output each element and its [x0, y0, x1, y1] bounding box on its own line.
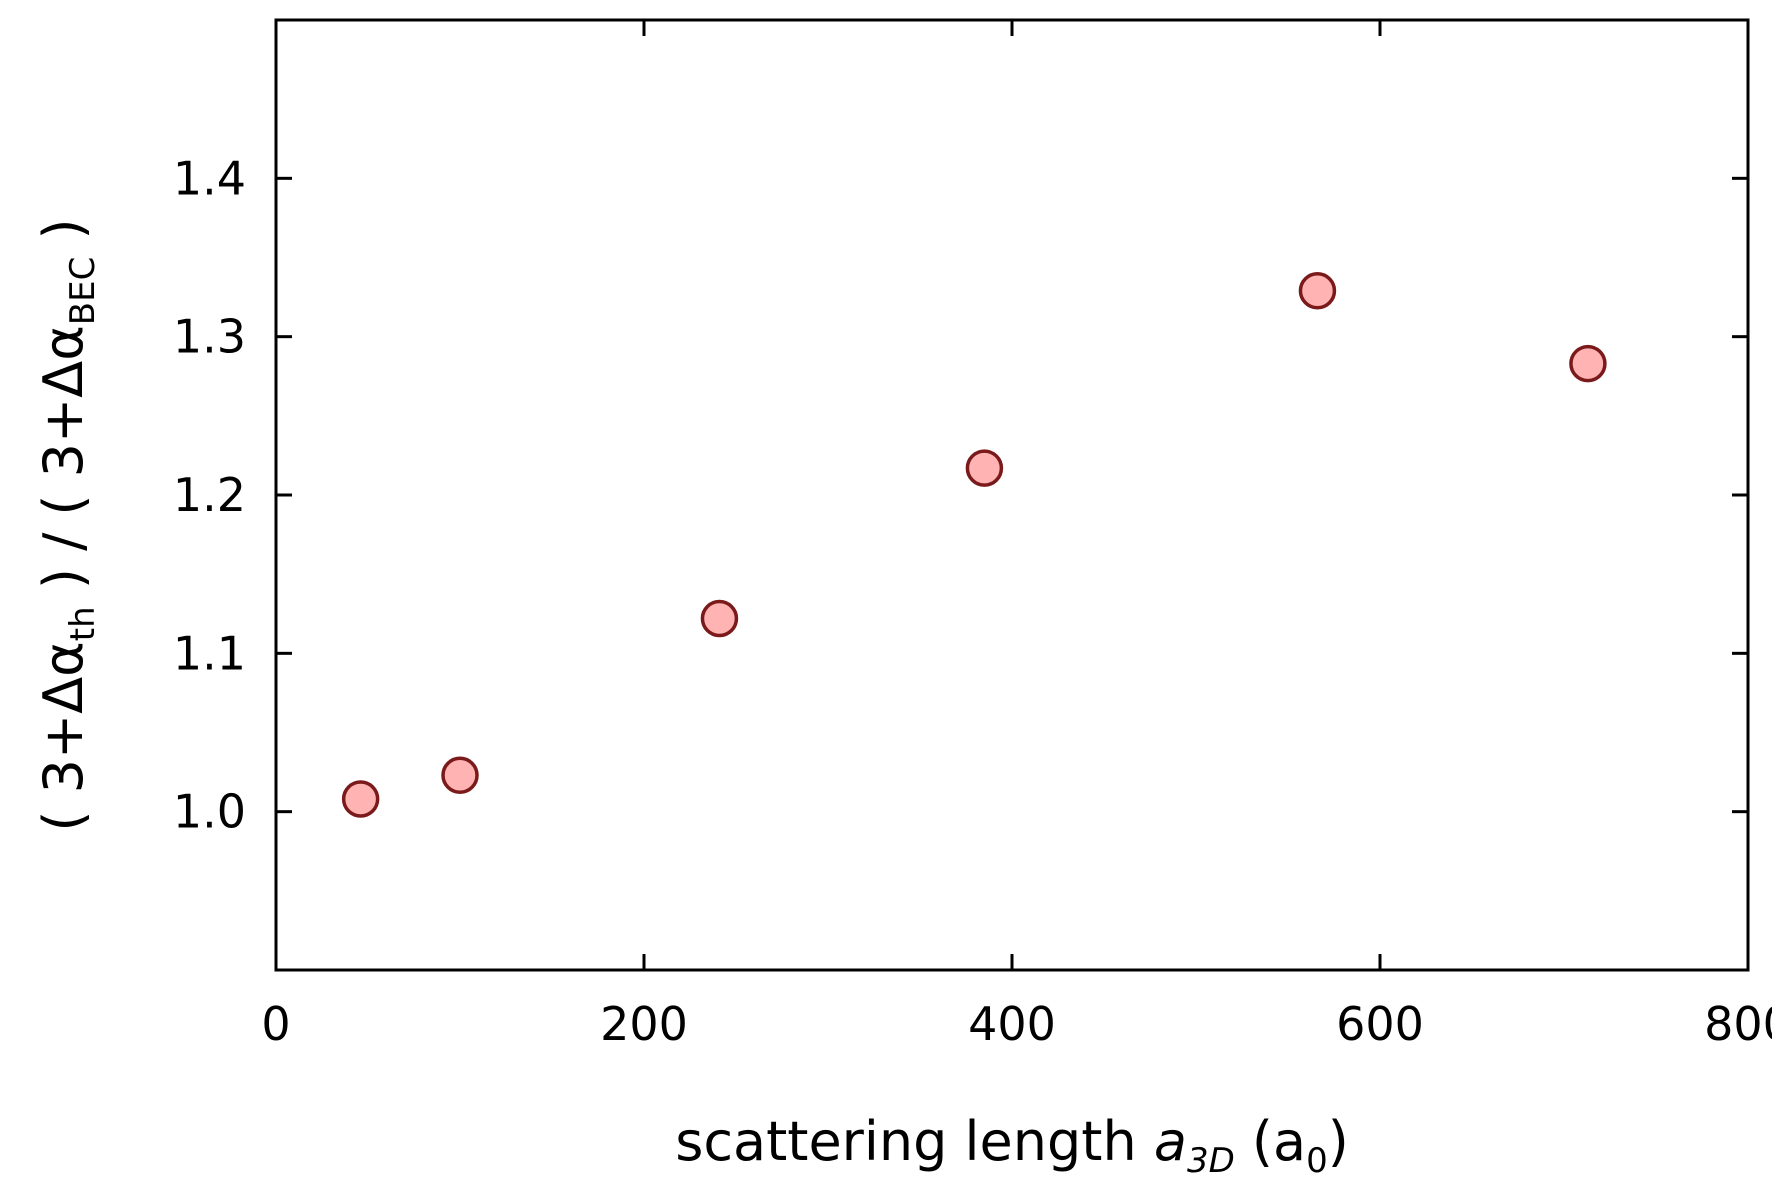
- x-tick-label: 600: [1336, 997, 1424, 1051]
- x-tick-label: 400: [968, 997, 1056, 1051]
- y-axis-label: ( 3+Δαth ) / ( 3+ΔαBEC ): [32, 218, 103, 831]
- x-tick-label: 200: [600, 997, 688, 1051]
- x-tick-label: 0: [261, 997, 290, 1051]
- data-point: [441, 756, 479, 794]
- y-tick-label: 1.4: [173, 151, 246, 205]
- data-point: [1298, 272, 1337, 310]
- ticks-group: [274, 20, 1750, 970]
- data-point: [341, 780, 380, 818]
- data-points-group: [341, 272, 1607, 818]
- y-tick-label: 1.2: [173, 468, 246, 522]
- plot-frame: [274, 18, 1750, 972]
- y-tick-label: 1.1: [173, 626, 246, 680]
- x-tick-label: 800: [1704, 997, 1772, 1051]
- data-point: [965, 449, 1004, 487]
- data-point: [1569, 344, 1607, 383]
- tick-labels-group: 0 200 400 600 800 1.0 1.1 1.2 1.3 1.4: [173, 151, 1772, 1051]
- y-tick-label: 1.3: [173, 310, 246, 364]
- data-point: [700, 599, 739, 638]
- x-axis-label: scattering length a3D (a0): [675, 1110, 1349, 1181]
- y-tick-label: 1.0: [173, 785, 246, 839]
